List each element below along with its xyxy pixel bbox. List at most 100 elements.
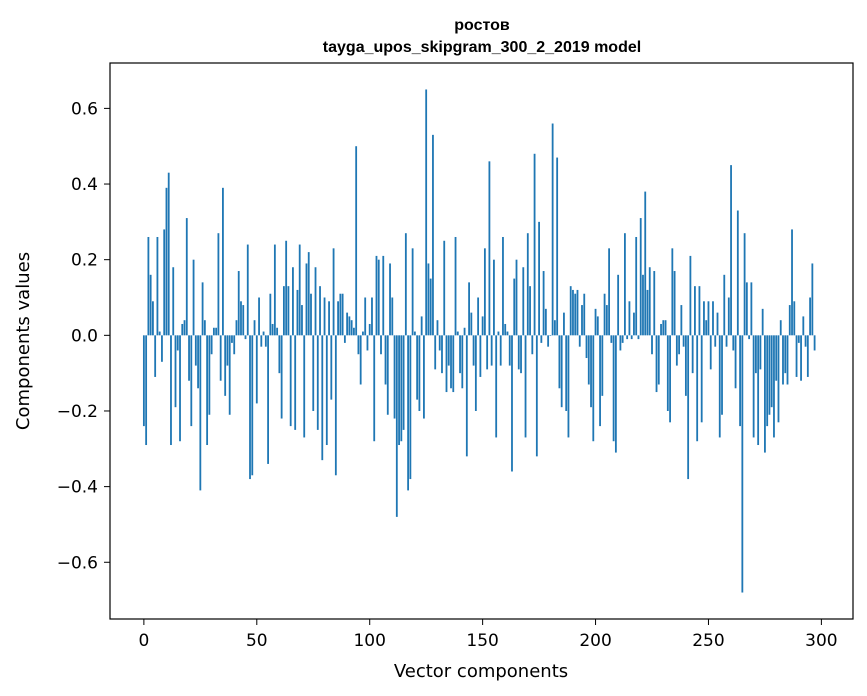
x-tick-label-300: 300 [805, 631, 837, 651]
bar-21 [190, 335, 193, 427]
bar-5 [154, 335, 157, 377]
bar-158 [499, 335, 502, 366]
bar-220 [639, 218, 642, 336]
bar-167 [520, 335, 522, 374]
bar-282 [779, 320, 782, 336]
bar-156 [495, 335, 498, 438]
bar-175 [538, 221, 540, 336]
bar-254 [716, 312, 719, 336]
bar-186 [563, 312, 565, 336]
bar-102 [373, 335, 376, 442]
bar-63 [285, 240, 288, 336]
bar-247 [700, 335, 703, 423]
bar-208 [612, 335, 615, 442]
bar-240 [684, 335, 687, 396]
y-tick-label-3: 0.0 [71, 326, 98, 346]
bar-253 [714, 335, 717, 347]
bar-85 [334, 335, 337, 476]
bar-73 [307, 252, 310, 336]
bar-145 [470, 312, 473, 336]
bar-28 [206, 335, 209, 446]
bar-225 [651, 335, 653, 355]
bar-132 [441, 335, 443, 374]
bar-4 [152, 301, 154, 336]
bar-33 [217, 233, 220, 336]
bar-196 [585, 335, 588, 359]
y-tick-label-5: 0.4 [71, 175, 98, 195]
bar-148 [477, 297, 480, 336]
bar-64 [287, 286, 290, 336]
bars-group [142, 89, 816, 593]
bar-99 [366, 335, 369, 351]
bar-43 [240, 301, 242, 336]
bar-90 [346, 312, 349, 336]
bar-98 [364, 297, 367, 336]
bar-129 [434, 335, 437, 370]
bar-118 [409, 335, 412, 480]
bar-13 [172, 267, 175, 336]
bar-22 [192, 259, 195, 336]
bar-55 [267, 335, 269, 464]
bar-54 [264, 335, 267, 347]
bar-161 [506, 331, 509, 336]
bar-35 [222, 187, 224, 336]
bar-293 [804, 335, 807, 347]
bar-50 [255, 335, 258, 404]
bar-219 [637, 335, 640, 340]
bar-217 [633, 312, 635, 336]
bar-163 [511, 335, 513, 472]
bar-2 [147, 236, 150, 336]
bar-174 [535, 335, 538, 457]
bar-269 [750, 282, 753, 336]
bar-87 [339, 293, 342, 336]
bar-30 [210, 335, 213, 355]
bar-195 [583, 293, 586, 336]
bar-68 [296, 289, 299, 336]
bar-201 [596, 316, 599, 336]
bar-283 [782, 335, 784, 385]
bar-209 [614, 335, 617, 453]
bar-8 [161, 335, 163, 362]
bar-120 [413, 331, 416, 336]
bar-216 [630, 335, 633, 340]
bar-239 [682, 335, 685, 347]
bar-84 [332, 248, 335, 336]
bar-157 [497, 331, 500, 336]
bar-231 [664, 320, 667, 336]
bar-211 [619, 335, 622, 351]
bar-224 [648, 267, 651, 336]
bar-199 [592, 335, 595, 442]
bar-41 [235, 320, 238, 336]
bar-135 [447, 335, 450, 366]
bar-7 [158, 331, 161, 336]
bar-237 [678, 335, 681, 355]
bar-92 [350, 320, 353, 336]
bar-267 [745, 282, 748, 336]
bar-44 [242, 305, 245, 336]
bar-12 [170, 335, 172, 446]
bar-295 [809, 297, 811, 336]
bar-184 [558, 335, 561, 389]
bar-286 [788, 305, 791, 336]
bar-127 [429, 278, 432, 336]
bar-108 [386, 335, 389, 415]
bar-170 [526, 233, 529, 336]
bar-242 [689, 255, 692, 336]
y-axis-label: Components values [13, 252, 34, 430]
x-tick-label-100: 100 [353, 631, 385, 651]
bar-284 [784, 335, 787, 374]
bar-215 [628, 301, 631, 336]
bar-232 [666, 335, 669, 411]
bar-111 [393, 335, 396, 419]
chart-title: ростов [454, 17, 510, 34]
bar-256 [721, 335, 723, 415]
bar-280 [775, 335, 778, 381]
bar-236 [675, 335, 678, 366]
bar-245 [696, 335, 699, 442]
bar-160 [504, 323, 507, 336]
bar-238 [680, 305, 683, 336]
bar-89 [343, 335, 346, 343]
bar-271 [754, 335, 757, 374]
bar-16 [179, 335, 181, 442]
bar-266 [743, 233, 746, 336]
